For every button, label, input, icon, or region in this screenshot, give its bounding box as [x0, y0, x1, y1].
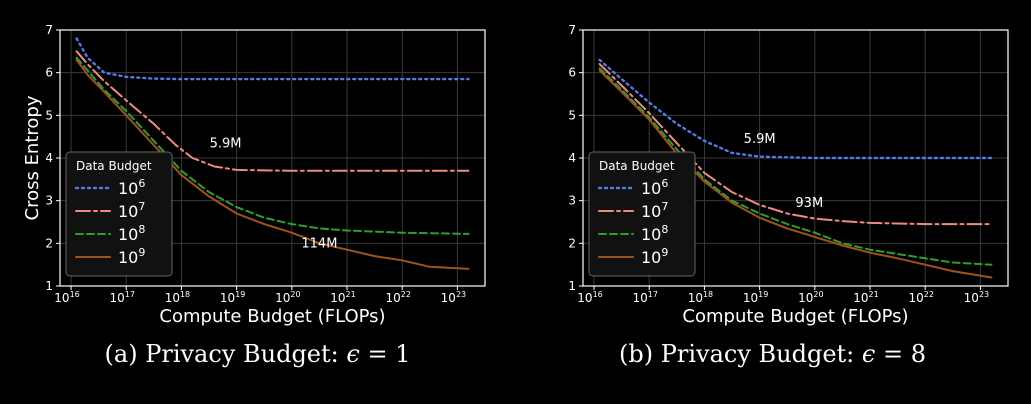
- chart-b-y-tick-label: 7: [568, 23, 576, 37]
- chart-b-caption-suffix: = 8: [875, 340, 926, 368]
- chart-b-y-tick-label: 2: [568, 236, 576, 250]
- chart-a-caption: (a) Privacy Budget: ϵ = 1: [0, 340, 515, 368]
- chart-a-series-0-line: [75, 37, 470, 81]
- chart-b-series-1-line: [598, 63, 993, 226]
- chart-a-y-tick-label: 1: [45, 279, 53, 293]
- chart-b-annotation-1: 93M: [795, 196, 823, 211]
- chart-b-caption: (b) Privacy Budget: ϵ = 8: [515, 340, 1030, 368]
- chart-b-legend-label-3: 109: [641, 246, 668, 267]
- chart-b-svg: 1016 1017 1018 1019 1020 1021 1022 1023 1 2 3 4 5 6 7 C…: [568, 23, 1009, 327]
- chart-a-legend-label-1: 107: [118, 200, 145, 221]
- chart-b-x-tick-label: 1022: [908, 290, 933, 305]
- chart-b-x-tick-label: 1017: [632, 290, 657, 305]
- chart-b-y-tick-label: 5: [568, 108, 576, 122]
- chart-b-series-0-line: [598, 58, 993, 160]
- chart-b-x-tick-label: 1021: [853, 290, 878, 305]
- chart-b-caption-symbol: ϵ: [861, 340, 876, 368]
- chart-a-x-tick-label: 1018: [165, 290, 190, 305]
- chart-b-x-tick-label: 1018: [688, 290, 713, 305]
- chart-a-caption-prefix: (a) Privacy Budget:: [104, 340, 347, 368]
- chart-b-legend-title: Data Budget: [599, 159, 675, 173]
- chart-b-y-tick-label: 3: [568, 194, 576, 208]
- chart-a-legend-label-3: 109: [118, 246, 145, 267]
- chart-b-x-axis-label: Compute Budget (FLOPs): [682, 306, 908, 327]
- chart-a-svg: 1016 1017 1018 1019 1020 1021 1022 1023 1 2 3 4 5 6 7 C…: [22, 23, 486, 327]
- chart-a-y-axis-label: Cross Entropy: [22, 95, 43, 220]
- chart-a-legend-box: [65, 151, 173, 277]
- chart-b-legend-box: [588, 151, 696, 277]
- chart-a-x-tick-label: 1022: [385, 290, 410, 305]
- chart-b-x-tick-label: 1023: [964, 290, 989, 305]
- chart-a-series-2-line: [75, 56, 470, 235]
- chart-panel-b: 1016 1017 1018 1019 1020 1021 1022 1023 1 2 3 4 5 6 7 C…: [515, 0, 1030, 404]
- chart-a-annotation-1: 114M: [301, 237, 337, 252]
- chart-a-y-tick-label: 4: [45, 151, 53, 165]
- chart-a-y-tick-label: 7: [45, 23, 53, 37]
- chart-b-annotation-0: 5.9M: [744, 132, 776, 147]
- chart-a-x-tick-label: 1016: [54, 290, 79, 305]
- chart-a-y-tick-label: 6: [45, 66, 53, 80]
- chart-panel-a: 1016 1017 1018 1019 1020 1021 1022 1023 1 2 3 4 5 6 7 C…: [0, 0, 515, 404]
- chart-b-legend-label-0: 106: [641, 177, 668, 198]
- chart-b-legend-label-1: 107: [641, 200, 668, 221]
- chart-a-y-tick-label: 2: [45, 236, 53, 250]
- chart-a-x-tick-label: 1020: [275, 290, 300, 305]
- chart-a-series-1-line: [75, 50, 470, 172]
- chart-a-caption-symbol: ϵ: [346, 340, 360, 368]
- chart-a-legend-label-2: 108: [118, 223, 145, 244]
- chart-a-y-tick-label: 5: [45, 108, 53, 122]
- chart-b-legend-label-2: 108: [641, 223, 668, 244]
- chart-a-x-tick-label: 1021: [330, 290, 355, 305]
- chart-b-x-tick-label: 1019: [743, 290, 768, 305]
- chart-a-x-tick-label: 1017: [109, 290, 134, 305]
- chart-a-legend-title: Data Budget: [76, 159, 152, 173]
- chart-b-caption-prefix: (b) Privacy Budget:: [619, 340, 862, 368]
- chart-a-x-axis-label: Compute Budget (FLOPs): [159, 306, 385, 327]
- chart-a-legend-label-0: 106: [118, 177, 145, 198]
- chart-a-x-tick-label: 1023: [441, 290, 466, 305]
- chart-b-y-tick-label: 1: [568, 279, 576, 293]
- chart-a-x-tick-label: 1019: [220, 290, 245, 305]
- chart-b-y-tick-label: 6: [568, 66, 576, 80]
- chart-b-x-tick-label: 1016: [577, 290, 602, 305]
- chart-b-x-tick-label: 1020: [798, 290, 823, 305]
- chart-b-series-2-line: [598, 67, 993, 266]
- chart-a-y-tick-label: 3: [45, 194, 53, 208]
- chart-a-annotation-0: 5.9M: [210, 136, 242, 151]
- chart-a-caption-suffix: = 1: [359, 340, 411, 368]
- chart-b-series-3-line: [598, 69, 993, 279]
- chart-b-y-tick-label: 4: [568, 151, 576, 165]
- chart-a-series-3-line: [75, 58, 470, 270]
